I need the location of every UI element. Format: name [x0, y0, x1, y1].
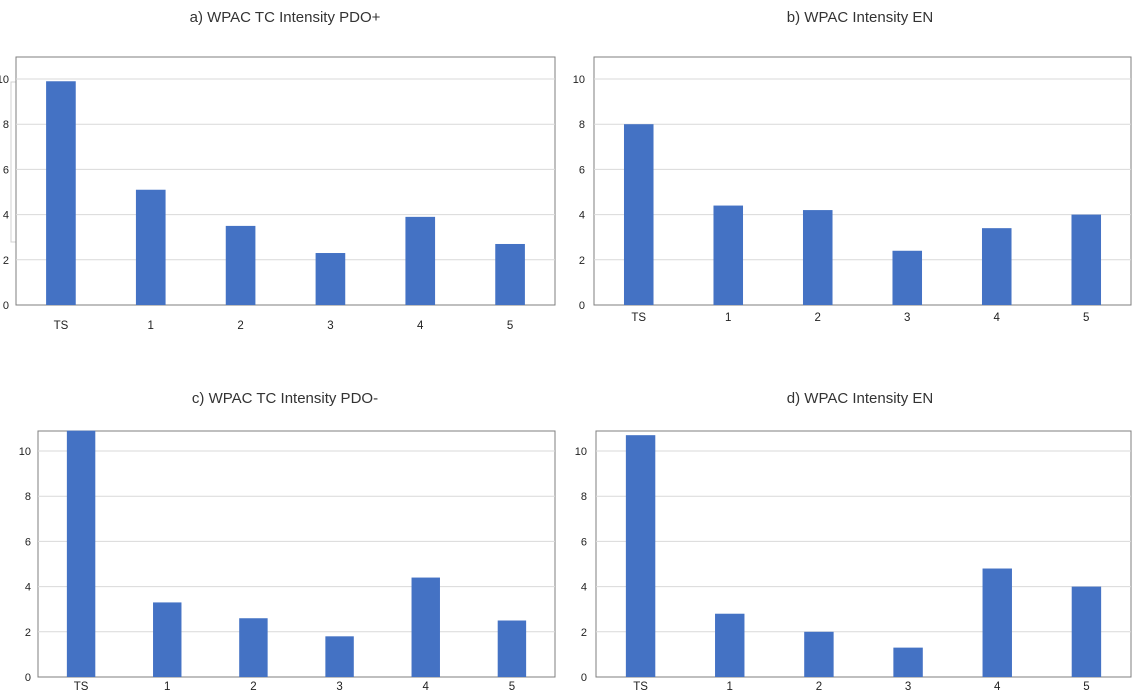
panel-d-bar-5: [1071, 586, 1102, 677]
panel-d-category-label: 5: [1083, 681, 1089, 693]
panel-b-category-label: 1: [725, 312, 731, 324]
panel-a-bar-1: [135, 189, 166, 305]
panel-c-category-label: 1: [164, 681, 170, 693]
panel-c-bar-4: [411, 577, 440, 677]
panel-c-bar-2: [239, 618, 268, 677]
panel-c-bar-ts: [66, 430, 96, 677]
panel-d-title: d) WPAC Intensity EN: [787, 390, 933, 407]
panel-d-plot-frame: [595, 430, 1132, 678]
panel-a-plot-frame: [15, 56, 556, 306]
panel-b-bar-2: [802, 210, 833, 305]
panel-c-category-label: 5: [509, 681, 515, 693]
panel-c-y-tick-label: 2: [25, 627, 31, 639]
panel-d-y-tick-label: 2: [581, 627, 587, 639]
panel-a-category-label: 4: [417, 320, 424, 332]
panel-b-y-tick-label: 0: [579, 300, 585, 312]
panel-a-y-tick-label: 0: [3, 300, 9, 312]
panel-a-y-tick-label: 6: [3, 164, 9, 176]
panel-d-bar-1: [715, 613, 745, 677]
panel-b-bar-4: [981, 228, 1012, 305]
panel-a-side-bracket: [10, 81, 16, 243]
panel-d-bar-4: [982, 568, 1012, 677]
panel-b-category-label: 2: [815, 312, 821, 324]
panel-c-y-tick-label: 0: [25, 672, 31, 684]
panel-d-y-tick-label: 8: [581, 491, 587, 503]
panel-d-y-tick-label: 0: [581, 672, 587, 684]
panel-c-y-tick-label: 4: [25, 582, 31, 594]
panel-b-plot-frame: [593, 56, 1132, 306]
panel-b-y-tick-label: 4: [579, 210, 585, 222]
panel-b-y-tick-label: 2: [579, 255, 585, 267]
panel-a-category-label: TS: [54, 320, 69, 332]
panel-a-category-label: 1: [148, 320, 154, 332]
panel-b-y-tick-label: 6: [579, 164, 585, 176]
panel-a-y-tick-label: 10: [0, 74, 9, 86]
panel-c: c) WPAC TC Intensity PDO- 0 2 4 6 8 10 TS 1 2 3 4…: [19, 390, 556, 693]
panel-c-category-label: 2: [250, 681, 256, 693]
panel-a-bar-2: [225, 225, 256, 305]
panel-c-plot-frame: [37, 430, 556, 678]
panel-d-category-label: 1: [727, 681, 733, 693]
panel-c-category-label: 3: [336, 681, 342, 693]
panel-c-bar-5: [497, 620, 527, 677]
panel-c-y-tick-label: 8: [25, 491, 31, 503]
panel-a-category-label: 2: [237, 320, 243, 332]
panel-a-bar-ts: [46, 81, 76, 305]
panel-d-bar-ts: [625, 435, 656, 677]
panel-d-y-tick-label: 4: [581, 582, 587, 594]
panel-b-bar-ts: [623, 124, 654, 305]
panel-d-category-label: TS: [633, 681, 648, 693]
panel-d-y-tick-label: 10: [575, 446, 587, 458]
panel-d-bar-2: [804, 631, 834, 677]
panel-c-y-tick-label: 6: [25, 536, 31, 548]
panel-a-category-label: 5: [507, 320, 513, 332]
panel-a-bar-4: [405, 216, 436, 305]
panel-b-category-label: 3: [904, 312, 910, 324]
panel-a-category-label: 3: [327, 320, 333, 332]
panel-b-y-tick-label: 8: [579, 119, 585, 131]
panel-c-bar-1: [153, 602, 182, 677]
panel-d-category-label: 2: [816, 681, 822, 693]
panel-b: b) WPAC Intensity EN 0 2 4 6 8 10 TS 1 2 3 4 5: [573, 9, 1132, 324]
panel-b-bar-3: [892, 250, 923, 305]
panel-d-bar-3: [893, 647, 923, 677]
panel-a: a) WPAC TC Intensity PDO+ 0 2 4 6 8 10 TS 1 2 3 4…: [0, 9, 556, 332]
panel-b-title: b) WPAC Intensity EN: [787, 9, 933, 26]
panel-a-y-tick-label: 4: [3, 210, 9, 222]
panel-d: d) WPAC Intensity EN 0 2 4 6 8 10 TS 1 2 3 4 5: [575, 390, 1132, 693]
panel-c-category-label: TS: [74, 681, 89, 693]
panel-a-y-tick-label: 2: [3, 255, 9, 267]
panel-d-category-label: 4: [994, 681, 1001, 693]
panel-b-category-label: TS: [631, 312, 646, 324]
panel-c-category-label: 4: [423, 681, 430, 693]
panel-d-y-tick-label: 6: [581, 536, 587, 548]
panel-a-bar-3: [315, 253, 346, 305]
panel-b-category-label: 5: [1083, 312, 1089, 324]
panel-b-y-tick-label: 10: [573, 74, 585, 86]
panel-b-bar-5: [1071, 214, 1102, 305]
panel-d-category-label: 3: [905, 681, 911, 693]
panel-c-title: c) WPAC TC Intensity PDO-: [192, 390, 378, 407]
panel-b-bar-1: [713, 205, 744, 305]
panel-c-bar-3: [325, 636, 354, 677]
panel-a-y-tick-label: 8: [3, 119, 9, 131]
panel-a-title: a) WPAC TC Intensity PDO+: [190, 9, 381, 26]
panel-a-bar-5: [495, 243, 525, 305]
panel-b-category-label: 4: [994, 312, 1001, 324]
panel-c-y-tick-label: 10: [19, 446, 31, 458]
